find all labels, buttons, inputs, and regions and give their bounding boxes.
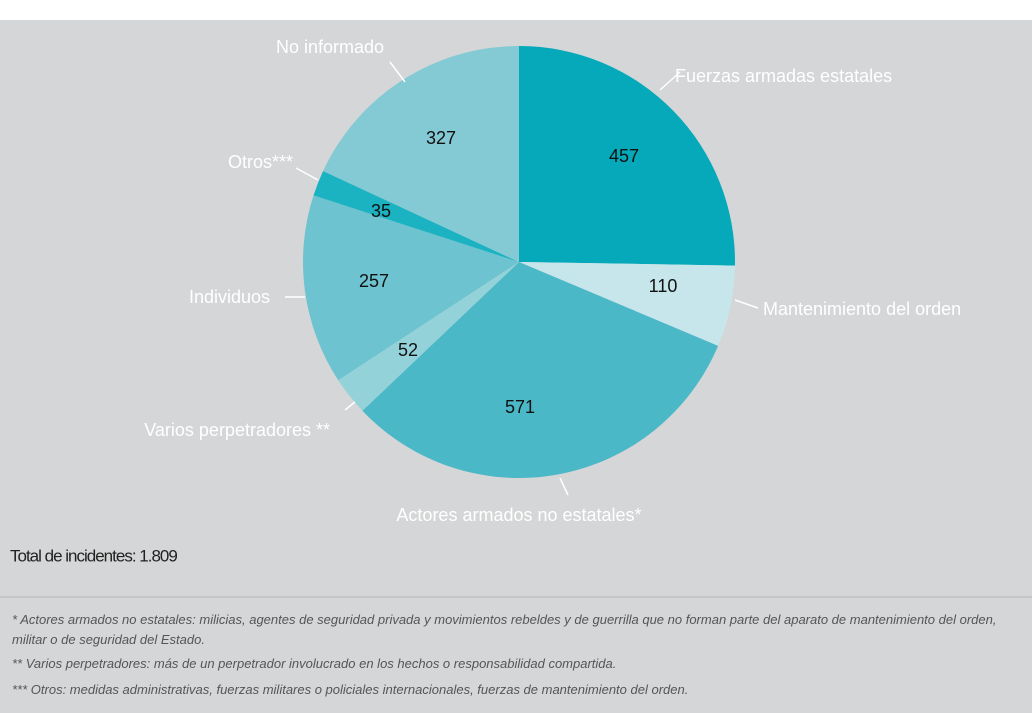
slice-label: Actores armados no estatales* [396, 505, 641, 525]
total-label: Total de incidentes: 1.809 [10, 546, 177, 565]
slice-label: Individuos [189, 287, 270, 307]
leader-line [344, 401, 356, 411]
leader-line [559, 477, 569, 496]
slice-label: Varios perpetradores ** [144, 420, 330, 440]
value-label: 571 [505, 397, 535, 417]
value-label: 457 [609, 146, 639, 166]
pie-slice [303, 195, 519, 381]
slice-label: No informado [276, 37, 384, 57]
value-label: 110 [649, 276, 678, 296]
slice-label: Otros*** [228, 152, 293, 172]
footnote: * Actores armados no estatales: milicias… [12, 612, 997, 647]
pie-slice [323, 46, 519, 262]
pie-slice [362, 262, 719, 479]
leader-line [295, 167, 319, 181]
value-label: 327 [426, 128, 456, 148]
pie-slice [519, 262, 735, 346]
value-label: 257 [359, 271, 389, 291]
chart: Total de incidentes: 1.809 457 Fuerzas ar… [0, 37, 1032, 598]
pie-slice [338, 262, 519, 411]
pie-slice [313, 170, 519, 262]
slice-label: Fuerzas armadas estatales [675, 66, 892, 86]
leader-line [389, 61, 406, 83]
value-label: 52 [398, 340, 418, 360]
footnote: ** Varios perpetradores: más de un perpe… [12, 656, 617, 671]
value-label: 35 [371, 201, 391, 221]
leader-line [734, 299, 759, 309]
slice-label: Mantenimiento del orden [763, 299, 961, 319]
footnote: *** Otros: medidas administrativas, fuer… [12, 682, 689, 697]
pie-slice [519, 46, 735, 266]
leader-line [659, 71, 681, 91]
